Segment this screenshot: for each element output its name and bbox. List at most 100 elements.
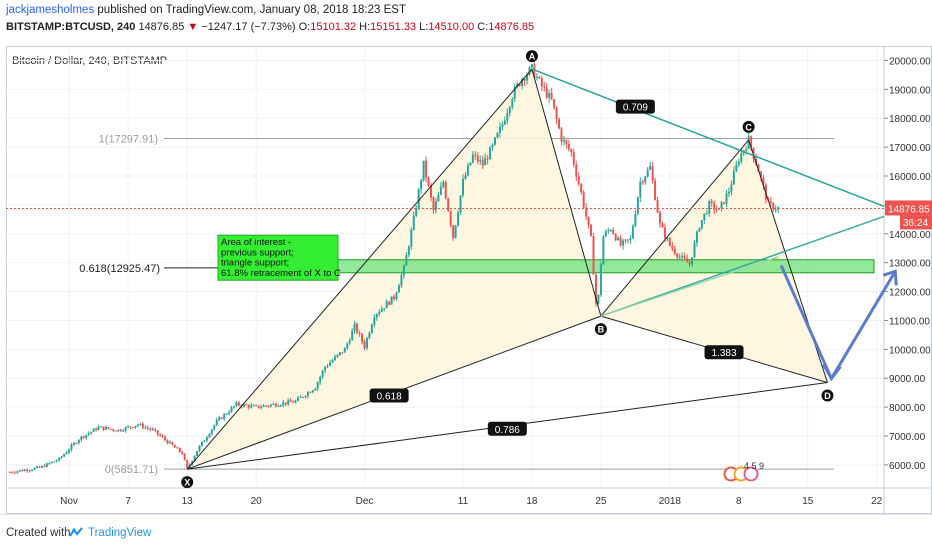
- candle-body: [668, 237, 671, 246]
- high-label: H:: [359, 21, 371, 33]
- candle-body: [558, 118, 561, 129]
- candle-body: [213, 425, 216, 430]
- candle-body: [651, 166, 654, 181]
- candle-body: [70, 444, 73, 450]
- candle-body: [617, 237, 620, 241]
- projection-arrowhead-down: [822, 363, 842, 382]
- candle-body: [8, 472, 11, 474]
- annotation-box[interactable]: Area of interest -previous support;trian…: [217, 234, 341, 281]
- candle-body: [139, 423, 142, 425]
- candle-body: [745, 148, 748, 151]
- fib-level-label: 0(5851.71): [105, 464, 158, 476]
- candle-body: [449, 211, 452, 226]
- ratio-label: 0.709: [623, 103, 648, 114]
- candle-body: [301, 396, 304, 398]
- tradingview-logo-icon[interactable]: [68, 526, 84, 540]
- candle-body: [11, 472, 14, 474]
- candle-body: [560, 128, 563, 142]
- candle-body: [289, 400, 292, 402]
- price-chart[interactable]: Bitcoin / Dollar, 240, BITSTAMP 1(17297.…: [6, 46, 932, 514]
- y-tick-label: 7000.00: [889, 432, 926, 443]
- candle-body: [727, 191, 730, 194]
- candle-body: [723, 202, 726, 204]
- candle-body: [457, 212, 460, 226]
- candle-body: [333, 356, 336, 361]
- candle-body: [127, 426, 130, 428]
- candle-body: [58, 457, 61, 461]
- candle-body: [597, 294, 600, 304]
- candle-body: [220, 417, 223, 419]
- candle-body: [77, 439, 80, 444]
- ratio-badge: [704, 345, 744, 360]
- candle-body: [570, 149, 573, 153]
- candle-body: [203, 440, 206, 442]
- time-axis[interactable]: Nov 7 13 20 Dec 11 18 25 2018 8 15 22: [60, 496, 883, 507]
- candle-body: [577, 176, 580, 185]
- candle-body: [104, 427, 107, 430]
- down-arrow-icon: ▼: [187, 21, 199, 33]
- candle-body: [774, 209, 777, 211]
- candle-body: [257, 405, 260, 408]
- candle-body: [365, 338, 368, 349]
- candle-body: [321, 370, 324, 377]
- chart-area[interactable]: Bitcoin / Dollar, 240, BITSTAMP 1(17297.…: [6, 46, 932, 514]
- candle-body: [26, 469, 29, 471]
- candle-body: [370, 324, 373, 333]
- candle-body: [282, 402, 285, 406]
- candle-body: [447, 198, 450, 212]
- candle-body: [267, 405, 270, 407]
- candle-body: [708, 201, 711, 214]
- candle-body: [757, 164, 760, 172]
- candle-body: [232, 406, 235, 408]
- candle-body: [686, 258, 689, 263]
- events-icons[interactable]: 4 5 9: [723, 461, 765, 482]
- candle-body: [228, 412, 231, 414]
- candle-body: [40, 465, 43, 468]
- candle-body: [316, 382, 319, 389]
- candle-body: [415, 208, 418, 216]
- tradingview-link[interactable]: TradingView: [88, 527, 152, 539]
- candle-body: [68, 449, 70, 453]
- candle-body: [555, 107, 558, 119]
- candle-body: [572, 152, 575, 165]
- candle-body: [18, 470, 21, 472]
- candle-body: [159, 434, 162, 436]
- point-badge: [742, 120, 755, 133]
- candle-body: [45, 463, 48, 467]
- y-tick-label: 19000.00: [889, 85, 931, 96]
- y-tick-label: 16000.00: [889, 172, 931, 183]
- candle-body: [361, 334, 364, 342]
- candle-body: [353, 323, 356, 331]
- candle-body: [149, 428, 152, 430]
- candle-body: [85, 434, 88, 438]
- candle-body: [622, 240, 625, 246]
- candle-body: [205, 437, 208, 441]
- x-tick-label: 11: [458, 496, 469, 507]
- change-value: −1247.17 (−7.73%): [201, 21, 296, 33]
- high-value: 15151.33: [370, 21, 417, 33]
- candle-body: [604, 231, 607, 237]
- author-link[interactable]: jackjamesholmes: [6, 4, 95, 16]
- candle-body: [494, 137, 497, 145]
- candle-body: [703, 213, 706, 220]
- candle-body: [471, 154, 474, 163]
- candle-body: [168, 441, 171, 444]
- candle-body: [619, 237, 622, 246]
- candle-body: [21, 470, 24, 472]
- candle-body: [196, 451, 199, 456]
- candle-body: [498, 126, 501, 133]
- price-axis[interactable]: 6000.00 7000.00 8000.00 9000.00 10000.00 1100…: [884, 56, 931, 472]
- low-value: 14510.00: [428, 21, 475, 33]
- candle-body: [53, 461, 56, 463]
- candle-body: [90, 431, 93, 434]
- candle-body: [695, 231, 698, 243]
- candle-body: [277, 405, 280, 407]
- candle-body: [122, 430, 125, 432]
- pattern-lines: [186, 68, 828, 470]
- line-ab: [531, 68, 602, 317]
- candle-body: [508, 107, 511, 114]
- candle-body: [429, 185, 432, 198]
- candle-body: [412, 215, 415, 230]
- candle-body: [329, 362, 332, 366]
- candle-body: [503, 120, 506, 125]
